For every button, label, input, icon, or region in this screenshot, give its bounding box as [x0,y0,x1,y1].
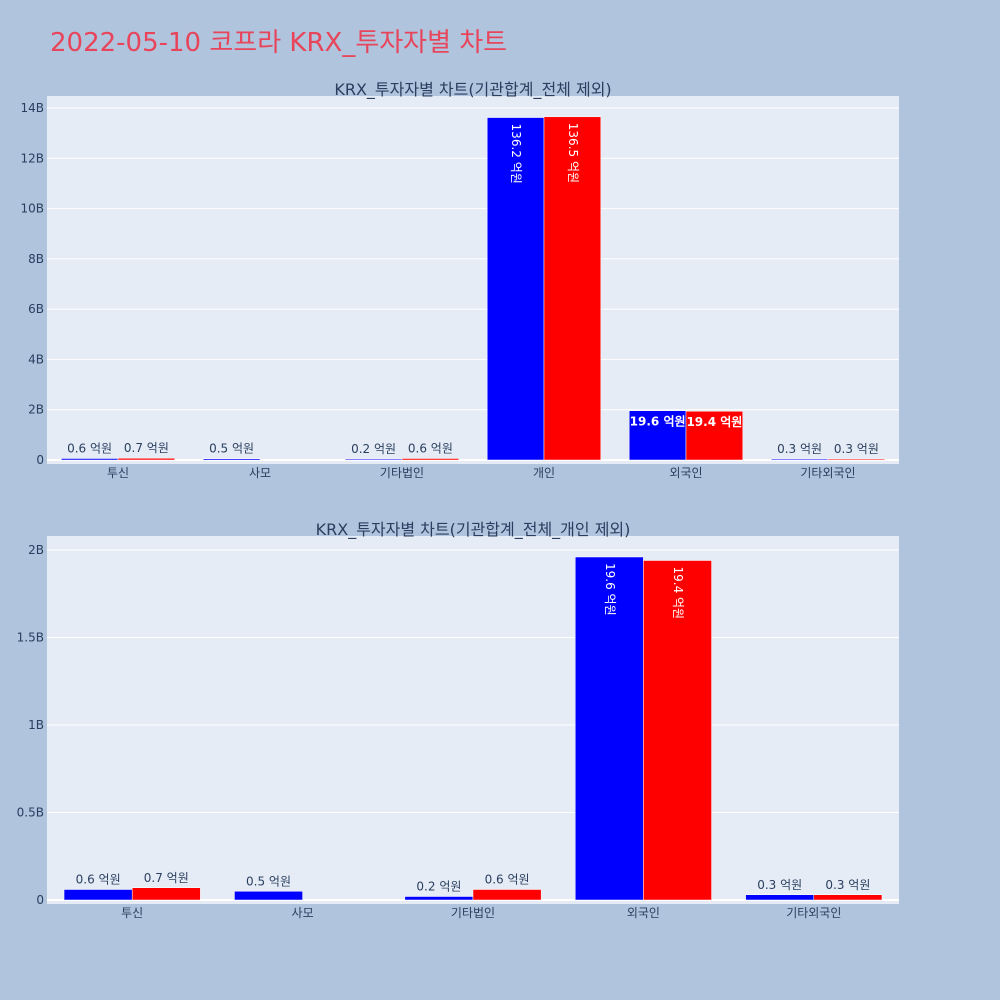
bar[interactable] [234,891,303,901]
bar[interactable] [827,458,886,461]
y-tick-label: 1.5B [17,631,44,645]
bar[interactable] [685,410,744,461]
y-tick-label: 0 [36,453,44,467]
bar[interactable] [344,458,403,461]
data-label: 0.3 억원 [825,878,870,892]
y-tick-label: 1B [28,718,44,732]
bar[interactable] [404,896,474,901]
x-tick-label: 사모 [292,906,314,920]
y-tick-label: 6B [28,302,44,316]
data-label: 136.5 억원 [566,123,580,183]
x-tick-label: 외국인 [627,906,660,920]
y-tick-label: 14B [20,101,44,115]
x-tick-label: 투신 [121,906,143,920]
bar[interactable] [643,560,712,901]
x-tick-label: 기타법인 [380,466,424,480]
bar[interactable] [745,894,815,901]
data-label: 0.5 억원 [209,442,254,456]
bar[interactable] [117,457,176,461]
page-title: 2022-05-10 코프라 KRX_투자자별 차트 [50,28,508,58]
data-label: 0.7 억원 [144,871,189,885]
bar[interactable] [813,894,883,901]
data-label: 19.4 억원 [671,567,685,620]
plot-area [47,536,899,904]
data-label: 0.6 억원 [485,873,530,887]
data-label: 0.6 억원 [408,441,453,455]
y-tick-label: 2B [28,403,44,417]
chart-top: 0 2B 4B 6B 8B 10B 12B 14B KRX_투자자별 차트(기관합계_전체 제외… [20,80,899,480]
bar[interactable] [63,889,133,901]
data-label: 0.7 억원 [124,441,169,455]
bar[interactable] [401,458,460,461]
x-tick-label: 외국인 [669,466,702,480]
chart-bottom: 0 0.5B 1B 1.5B 2B KRX_투자자별 차트(기관합계_전체_개인 제외) 투… [17,520,899,920]
x-tick-label: 기타외국인 [786,906,841,920]
y-tick-label: 12B [20,151,44,165]
bar[interactable] [472,889,542,901]
data-label: 0.3 억원 [757,878,802,892]
bar[interactable] [202,458,261,461]
y-tick-label: 4B [28,352,44,366]
x-tick-label: 사모 [249,466,271,480]
bar[interactable] [60,458,119,461]
bar[interactable] [131,887,201,901]
plot-area [47,96,899,464]
x-tick-label: 투신 [107,466,129,480]
bar[interactable] [486,117,545,461]
data-label: 0.2 억원 [351,442,396,456]
bar[interactable] [628,410,687,461]
x-tick-label: 기타외국인 [800,466,855,480]
data-label: 19.6 억원 [630,415,686,429]
bar[interactable] [543,116,602,461]
data-label: 0.6 억원 [67,441,112,455]
y-tick-label: 10B [20,202,44,216]
data-label: 0.3 억원 [777,442,822,456]
y-tick-label: 0.5B [17,806,44,820]
data-label: 19.6 억원 [603,563,617,616]
y-tick-label: 0 [36,893,44,907]
y-tick-label: 8B [28,252,44,266]
data-label: 0.3 억원 [834,442,879,456]
y-tick-label: 2B [28,543,44,557]
x-tick-label: 기타법인 [451,906,495,920]
data-label: 0.5 억원 [246,874,291,888]
bar[interactable] [770,458,829,461]
x-tick-label: 개인 [533,466,555,480]
bar[interactable] [574,556,644,901]
data-label: 19.4 억원 [686,415,742,429]
data-label: 136.2 억원 [509,124,523,184]
chart-title: KRX_투자자별 차트(기관합계_전체_개인 제외) [316,520,631,540]
data-label: 0.6 억원 [76,873,121,887]
data-label: 0.2 억원 [416,880,461,894]
chart-title: KRX_투자자별 차트(기관합계_전체 제외) [334,80,611,100]
